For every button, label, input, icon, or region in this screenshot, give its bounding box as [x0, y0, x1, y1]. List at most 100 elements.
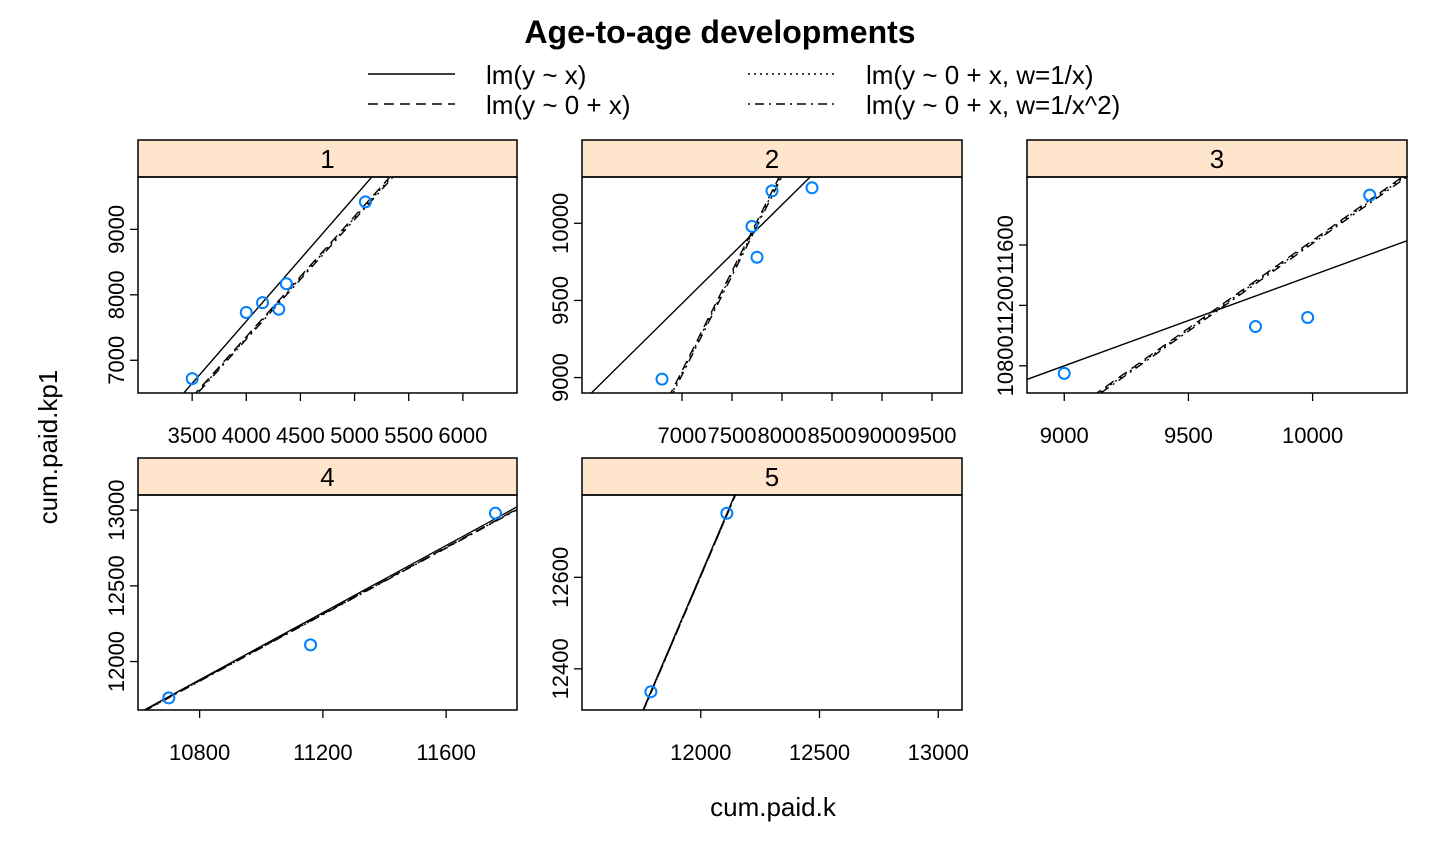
panel-1: 1 3500 4000 4500 5000 5500 6000 7000 8000 9000	[104, 139, 518, 448]
legend-item: lm(y ~ 0 + x, w=1/x^2)	[748, 90, 1120, 120]
data-point	[655, 372, 669, 386]
y-axis-label: cum.paid.kp1	[33, 370, 63, 525]
legend-label: lm(y ~ 0 + x)	[486, 90, 630, 120]
panel-strip-label: 3	[1210, 144, 1224, 174]
x-tick-label: 4000	[222, 423, 271, 448]
legend: lm(y ~ x) lm(y ~ 0 + x, w=1/x)lm(y ~ 0 + …	[368, 60, 1120, 120]
data-point	[720, 506, 734, 520]
data-point	[745, 219, 759, 233]
fit-line-dashed	[1095, 177, 1404, 393]
panel-5: 5 12000 12500 13000 12400 12600	[548, 457, 969, 765]
panel-strip-label: 1	[320, 144, 334, 174]
data-point	[185, 372, 199, 386]
x-tick-label: 8500	[808, 423, 857, 448]
y-tick-label: 10800	[993, 335, 1018, 396]
data-point	[750, 250, 764, 264]
legend-label: lm(y ~ 0 + x, w=1/x)	[866, 60, 1094, 90]
data-point	[272, 302, 286, 316]
fit-line-solid	[590, 177, 812, 393]
fit-lines	[590, 177, 812, 393]
x-tick-label: 9500	[1164, 423, 1213, 448]
fit-lines	[642, 495, 737, 710]
x-tick-label: 13000	[908, 740, 969, 765]
fit-line-dotdash	[196, 177, 394, 393]
x-tick-label: 6000	[438, 423, 487, 448]
legend-item: lm(y ~ 0 + x)	[368, 90, 630, 120]
fit-line-dotted	[195, 177, 393, 393]
x-tick-label: 8000	[758, 423, 807, 448]
y-tick-label: 10000	[548, 193, 573, 254]
data-point	[256, 296, 270, 310]
data-point	[239, 305, 253, 319]
panel-4: 4 10800 11200 11600 12000 12500 13000	[104, 457, 518, 765]
fit-line-dotdash	[1099, 177, 1407, 393]
x-tick-label: 4500	[276, 423, 325, 448]
panel-strip-label: 4	[320, 462, 334, 492]
x-tick-label: 12500	[789, 740, 850, 765]
x-tick-label: 3500	[168, 423, 217, 448]
fit-line-dashed	[670, 177, 780, 393]
panel-frame	[137, 176, 518, 394]
data-point	[1363, 188, 1377, 202]
panel-strip	[137, 139, 518, 178]
legend-item: lm(y ~ x)	[368, 60, 586, 90]
x-tick-label: 7000	[658, 423, 707, 448]
fit-lines	[1027, 177, 1407, 393]
data-point	[644, 685, 658, 699]
y-tick-label: 8000	[104, 270, 129, 319]
panels: 1 3500 4000 4500 5000 5500 6000 7000 8000 9000 2 70…	[104, 139, 1408, 765]
panel-strip-label: 5	[765, 462, 779, 492]
y-tick-label: 9000	[104, 205, 129, 254]
x-tick-label: 5000	[330, 423, 379, 448]
panel-frame	[1026, 176, 1408, 394]
panel-frame	[581, 494, 963, 711]
y-tick-label: 7000	[104, 336, 129, 385]
data-point	[488, 506, 502, 520]
y-tick-label: 12000	[104, 631, 129, 692]
x-tick-label: 11200	[293, 740, 353, 765]
x-tick-label: 12000	[670, 740, 731, 765]
data-point	[765, 184, 779, 198]
chart-title: Age-to-age developments	[524, 14, 915, 50]
panel-frame	[581, 176, 963, 394]
x-tick-label: 9500	[908, 423, 957, 448]
panel-strip	[137, 457, 518, 496]
x-tick-label: 5500	[384, 423, 433, 448]
y-tick-label: 13000	[104, 480, 129, 541]
fit-line-dashed	[194, 177, 391, 393]
panel-strip-label: 2	[765, 144, 779, 174]
y-tick-label: 9500	[548, 276, 573, 325]
panel-strip	[1026, 139, 1408, 178]
x-tick-label: 7500	[708, 423, 757, 448]
y-tick-label: 9000	[548, 353, 573, 402]
data-point	[805, 181, 819, 195]
data-point	[162, 691, 176, 705]
data-point	[1301, 310, 1315, 324]
legend-label: lm(y ~ x)	[486, 60, 586, 90]
legend-label: lm(y ~ 0 + x, w=1/x^2)	[866, 90, 1120, 120]
fit-line-dotdash	[642, 495, 737, 710]
fit-line-solid	[1027, 240, 1407, 381]
x-tick-label: 11600	[416, 740, 476, 765]
panel-frame	[137, 494, 518, 711]
x-tick-label: 9000	[1040, 423, 1089, 448]
data-point	[1248, 320, 1262, 334]
data-point	[358, 195, 372, 209]
x-tick-label: 10000	[1282, 423, 1343, 448]
panel-strip	[581, 139, 963, 178]
y-tick-label: 11600	[993, 215, 1018, 275]
data-point	[1057, 366, 1071, 380]
y-tick-label: 12600	[548, 547, 573, 608]
y-tick-label: 12500	[104, 555, 129, 616]
x-axis-label: cum.paid.k	[710, 792, 837, 822]
x-tick-label: 10800	[169, 740, 230, 765]
x-tick-label: 9000	[858, 423, 907, 448]
fit-line-solid	[182, 177, 373, 393]
y-tick-label: 12400	[548, 638, 573, 699]
legend-item: lm(y ~ 0 + x, w=1/x)	[748, 60, 1094, 90]
fit-lines	[142, 506, 517, 710]
panel-strip	[581, 457, 963, 496]
